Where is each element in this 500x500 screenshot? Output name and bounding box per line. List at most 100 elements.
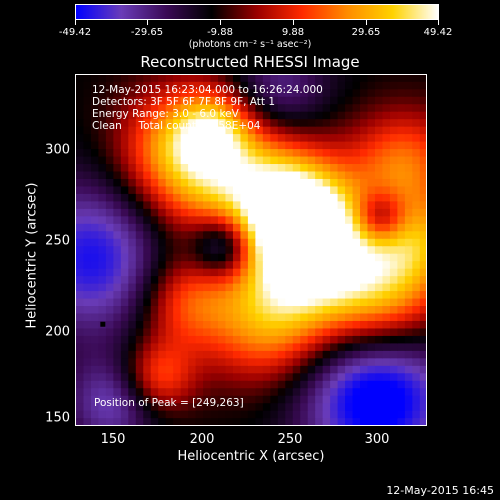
heatmap-cell <box>76 111 85 120</box>
heatmap-cell <box>315 312 324 321</box>
heatmap-cell <box>173 335 182 344</box>
heatmap-cell <box>225 312 234 321</box>
heatmap-cell <box>83 96 92 105</box>
heatmap-cell <box>397 238 406 247</box>
heatmap-cell <box>203 208 212 217</box>
heatmap-cell <box>367 282 376 292</box>
heatmap-cell <box>105 208 114 217</box>
heatmap-cell <box>120 268 129 277</box>
heatmap-cell <box>360 372 369 381</box>
heatmap-cell <box>382 260 391 269</box>
heatmap-cell <box>173 410 182 419</box>
colorbar-tick-mark <box>75 20 76 25</box>
heatmap-cell <box>113 268 122 277</box>
heatmap-cell <box>128 253 137 262</box>
heatmap-cell <box>412 275 421 284</box>
heatmap-cell <box>218 200 227 209</box>
heatmap-cell <box>105 410 114 419</box>
heatmap-cell <box>374 327 384 336</box>
heatmap-cell <box>262 365 271 374</box>
heatmap-cell <box>307 200 316 209</box>
heatmap-cell <box>232 297 242 307</box>
heatmap-cell <box>240 103 249 112</box>
heatmap-cell <box>113 81 122 90</box>
heatmap-cell <box>277 260 286 269</box>
heatmap-cell <box>150 193 159 202</box>
heatmap-cell <box>83 350 92 359</box>
heatmap-cell <box>315 215 324 224</box>
heatmap-cell <box>322 245 331 254</box>
heatmap-cell <box>285 103 294 112</box>
heatmap-cell <box>292 96 301 105</box>
heatmap-cell <box>210 170 219 179</box>
heatmap-cell <box>83 140 92 150</box>
heatmap-cell <box>76 103 85 112</box>
heatmap-cell <box>292 357 301 366</box>
heatmap-cell <box>404 140 413 150</box>
heatmap-cell <box>83 245 92 254</box>
heatmap-cell <box>307 215 316 224</box>
heatmap-cell <box>225 96 234 105</box>
heatmap-cell <box>210 282 219 292</box>
heatmap-cell <box>382 245 391 254</box>
heatmap-cell <box>292 178 301 187</box>
heatmap-cell <box>143 297 152 307</box>
heatmap-cell <box>315 320 324 329</box>
heatmap-cell <box>360 81 369 90</box>
x-tick-label: 300 <box>364 432 390 447</box>
heatmap-cell <box>165 148 174 157</box>
heatmap-cell <box>90 410 100 419</box>
heatmap-cell <box>412 410 421 419</box>
heatmap-cell <box>232 140 242 150</box>
heatmap-cell <box>158 118 167 127</box>
heatmap-cell <box>128 268 137 277</box>
heatmap-cell <box>195 81 204 90</box>
heatmap-cell <box>225 305 234 314</box>
heatmap-cell <box>203 290 212 299</box>
heatmap-cell <box>330 193 339 202</box>
heatmap-cell <box>218 140 227 150</box>
heatmap-cell <box>247 357 256 366</box>
heatmap-cell <box>232 417 242 425</box>
heatmap-cell <box>315 193 324 202</box>
heatmap-cell <box>225 155 234 165</box>
heatmap-cell <box>247 410 256 419</box>
heatmap-cell <box>180 335 189 344</box>
heatmap-cell <box>135 245 144 254</box>
heatmap-cell <box>225 230 234 239</box>
heatmap-cell <box>360 170 369 179</box>
heatmap-cell <box>277 223 286 232</box>
heatmap-cell <box>352 268 361 277</box>
heatmap-cell <box>285 305 294 314</box>
heatmap-cell <box>389 297 398 307</box>
heatmap-cell <box>218 81 227 90</box>
heatmap-cell <box>225 327 234 336</box>
heatmap-cell <box>247 118 256 127</box>
heatmap-cell <box>345 387 354 396</box>
heatmap-cell <box>195 133 204 142</box>
heatmap-cell <box>225 282 234 292</box>
heatmap-cell <box>210 327 219 336</box>
heatmap-cell <box>382 275 391 284</box>
heatmap-cell <box>210 111 219 120</box>
heatmap-cell <box>367 395 376 404</box>
heatmap-cell <box>210 185 219 194</box>
heatmap-cell <box>180 118 189 127</box>
heatmap-cell <box>389 305 398 314</box>
heatmap-cell <box>218 282 227 292</box>
heatmap-cell <box>225 103 234 112</box>
heatmap-cell <box>277 342 286 351</box>
heatmap-cell <box>337 410 346 419</box>
heatmap-cell <box>90 380 100 389</box>
heatmap-cell <box>210 178 219 187</box>
heatmap-cell <box>165 282 174 292</box>
heatmap-cell <box>188 96 197 105</box>
heatmap-cell <box>382 208 391 217</box>
heatmap-cell <box>389 178 398 187</box>
heatmap-cell <box>389 395 398 404</box>
heatmap-cell <box>128 230 137 239</box>
heatmap-cell <box>292 410 301 419</box>
heatmap-cell <box>195 260 204 269</box>
heatmap-cell <box>270 178 279 187</box>
heatmap-cell <box>412 387 421 396</box>
